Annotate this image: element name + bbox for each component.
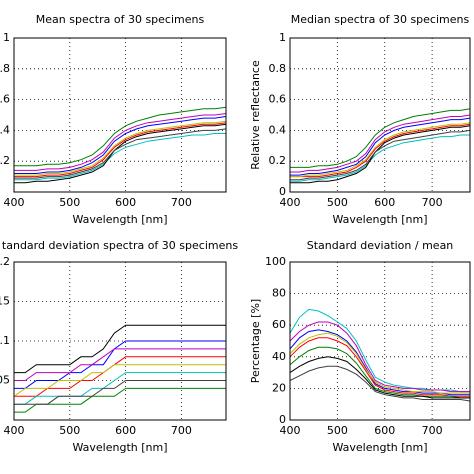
series-line [14,120,227,176]
series-line [290,108,471,168]
x-tick-label: 400 [4,196,25,209]
plot-area [14,38,226,192]
y-tick-label: 1 [279,31,286,44]
series-line [289,332,470,394]
series-line [14,324,226,374]
y-tick-label: 0.6 [269,93,287,106]
y-tick-label: 0.2 [269,154,287,167]
y-tick-label: .6 [0,93,10,106]
series-line [14,387,226,413]
series-line [14,128,227,179]
series-line [14,340,226,389]
x-axis-label: Wavelength [nm] [332,441,427,454]
y-tick-label: 20 [272,381,286,394]
y-tick-label: .05 [0,374,10,387]
y-tick-label: .8 [0,62,10,75]
series-line [289,321,470,393]
y-tick-label: .4 [0,123,10,136]
series-line [14,116,227,174]
series-line [289,337,470,397]
series-line [14,372,226,405]
series-line [13,364,226,397]
y-tick-label: .1 [0,334,10,347]
plot-area [290,38,470,192]
x-tick-label: 400 [280,424,301,437]
x-tick-label: 400 [4,424,25,437]
y-tick-label: 0 [279,185,286,198]
y-tick-label: .15 [0,295,10,308]
y-tick-label: 0 [279,413,286,426]
y-tick-label: 0.8 [269,62,287,75]
series-line [290,123,471,178]
series-line [289,365,471,402]
x-tick-label: 700 [422,424,443,437]
series-line [14,133,226,181]
x-axis-label: Wavelength [nm] [72,441,167,454]
x-axis-label: Wavelength [nm] [332,213,427,226]
chart-title: Standard deviation / mean [307,239,454,252]
x-tick-label: 500 [327,196,348,209]
y-axis-label: Relative reflectance [249,60,262,170]
series-line [14,123,227,184]
series-line [290,125,471,184]
chart-title: tandard deviation spectra of 30 specimen… [2,239,238,252]
y-tick-label: .2 [0,255,10,268]
series-line [289,346,470,399]
series-line [290,117,471,176]
y-axis-label: Percentage [%] [249,299,262,383]
chart-title: Mean spectra of 30 specimens [36,13,205,26]
series-line [14,348,226,381]
x-tick-label: 700 [171,196,192,209]
x-tick-label: 600 [115,424,136,437]
plot-frame [13,261,227,421]
series-line [290,134,470,182]
y-tick-label: 60 [272,318,286,331]
x-tick-label: 700 [171,424,192,437]
series-line [290,129,471,181]
series-line [290,114,471,173]
y-tick-label: 100 [265,255,286,268]
y-tick-label: 1 [3,31,10,44]
x-tick-label: 700 [422,196,443,209]
chart-title: Median spectra of 30 specimens [291,13,470,26]
x-tick-label: 500 [59,196,80,209]
series-line [14,380,226,405]
plot-frame [289,261,471,421]
x-tick-label: 600 [374,196,395,209]
x-tick-label: 500 [327,424,348,437]
series-line [14,113,227,171]
y-tick-label: 0.4 [269,123,287,136]
x-tick-label: 600 [115,196,136,209]
x-axis-label: Wavelength [nm] [72,213,167,226]
series-line [14,356,226,397]
x-tick-label: 500 [59,424,80,437]
y-tick-label: 40 [272,350,286,363]
x-tick-label: 600 [374,424,395,437]
plot-frame [289,37,471,193]
x-tick-label: 400 [280,196,301,209]
y-tick-label: .2 [0,154,10,167]
series-line [14,106,227,167]
y-tick-label: 80 [272,287,286,300]
plot-frame [13,37,227,193]
series-line [290,122,471,178]
series-line [14,122,227,178]
series-line [289,356,470,399]
